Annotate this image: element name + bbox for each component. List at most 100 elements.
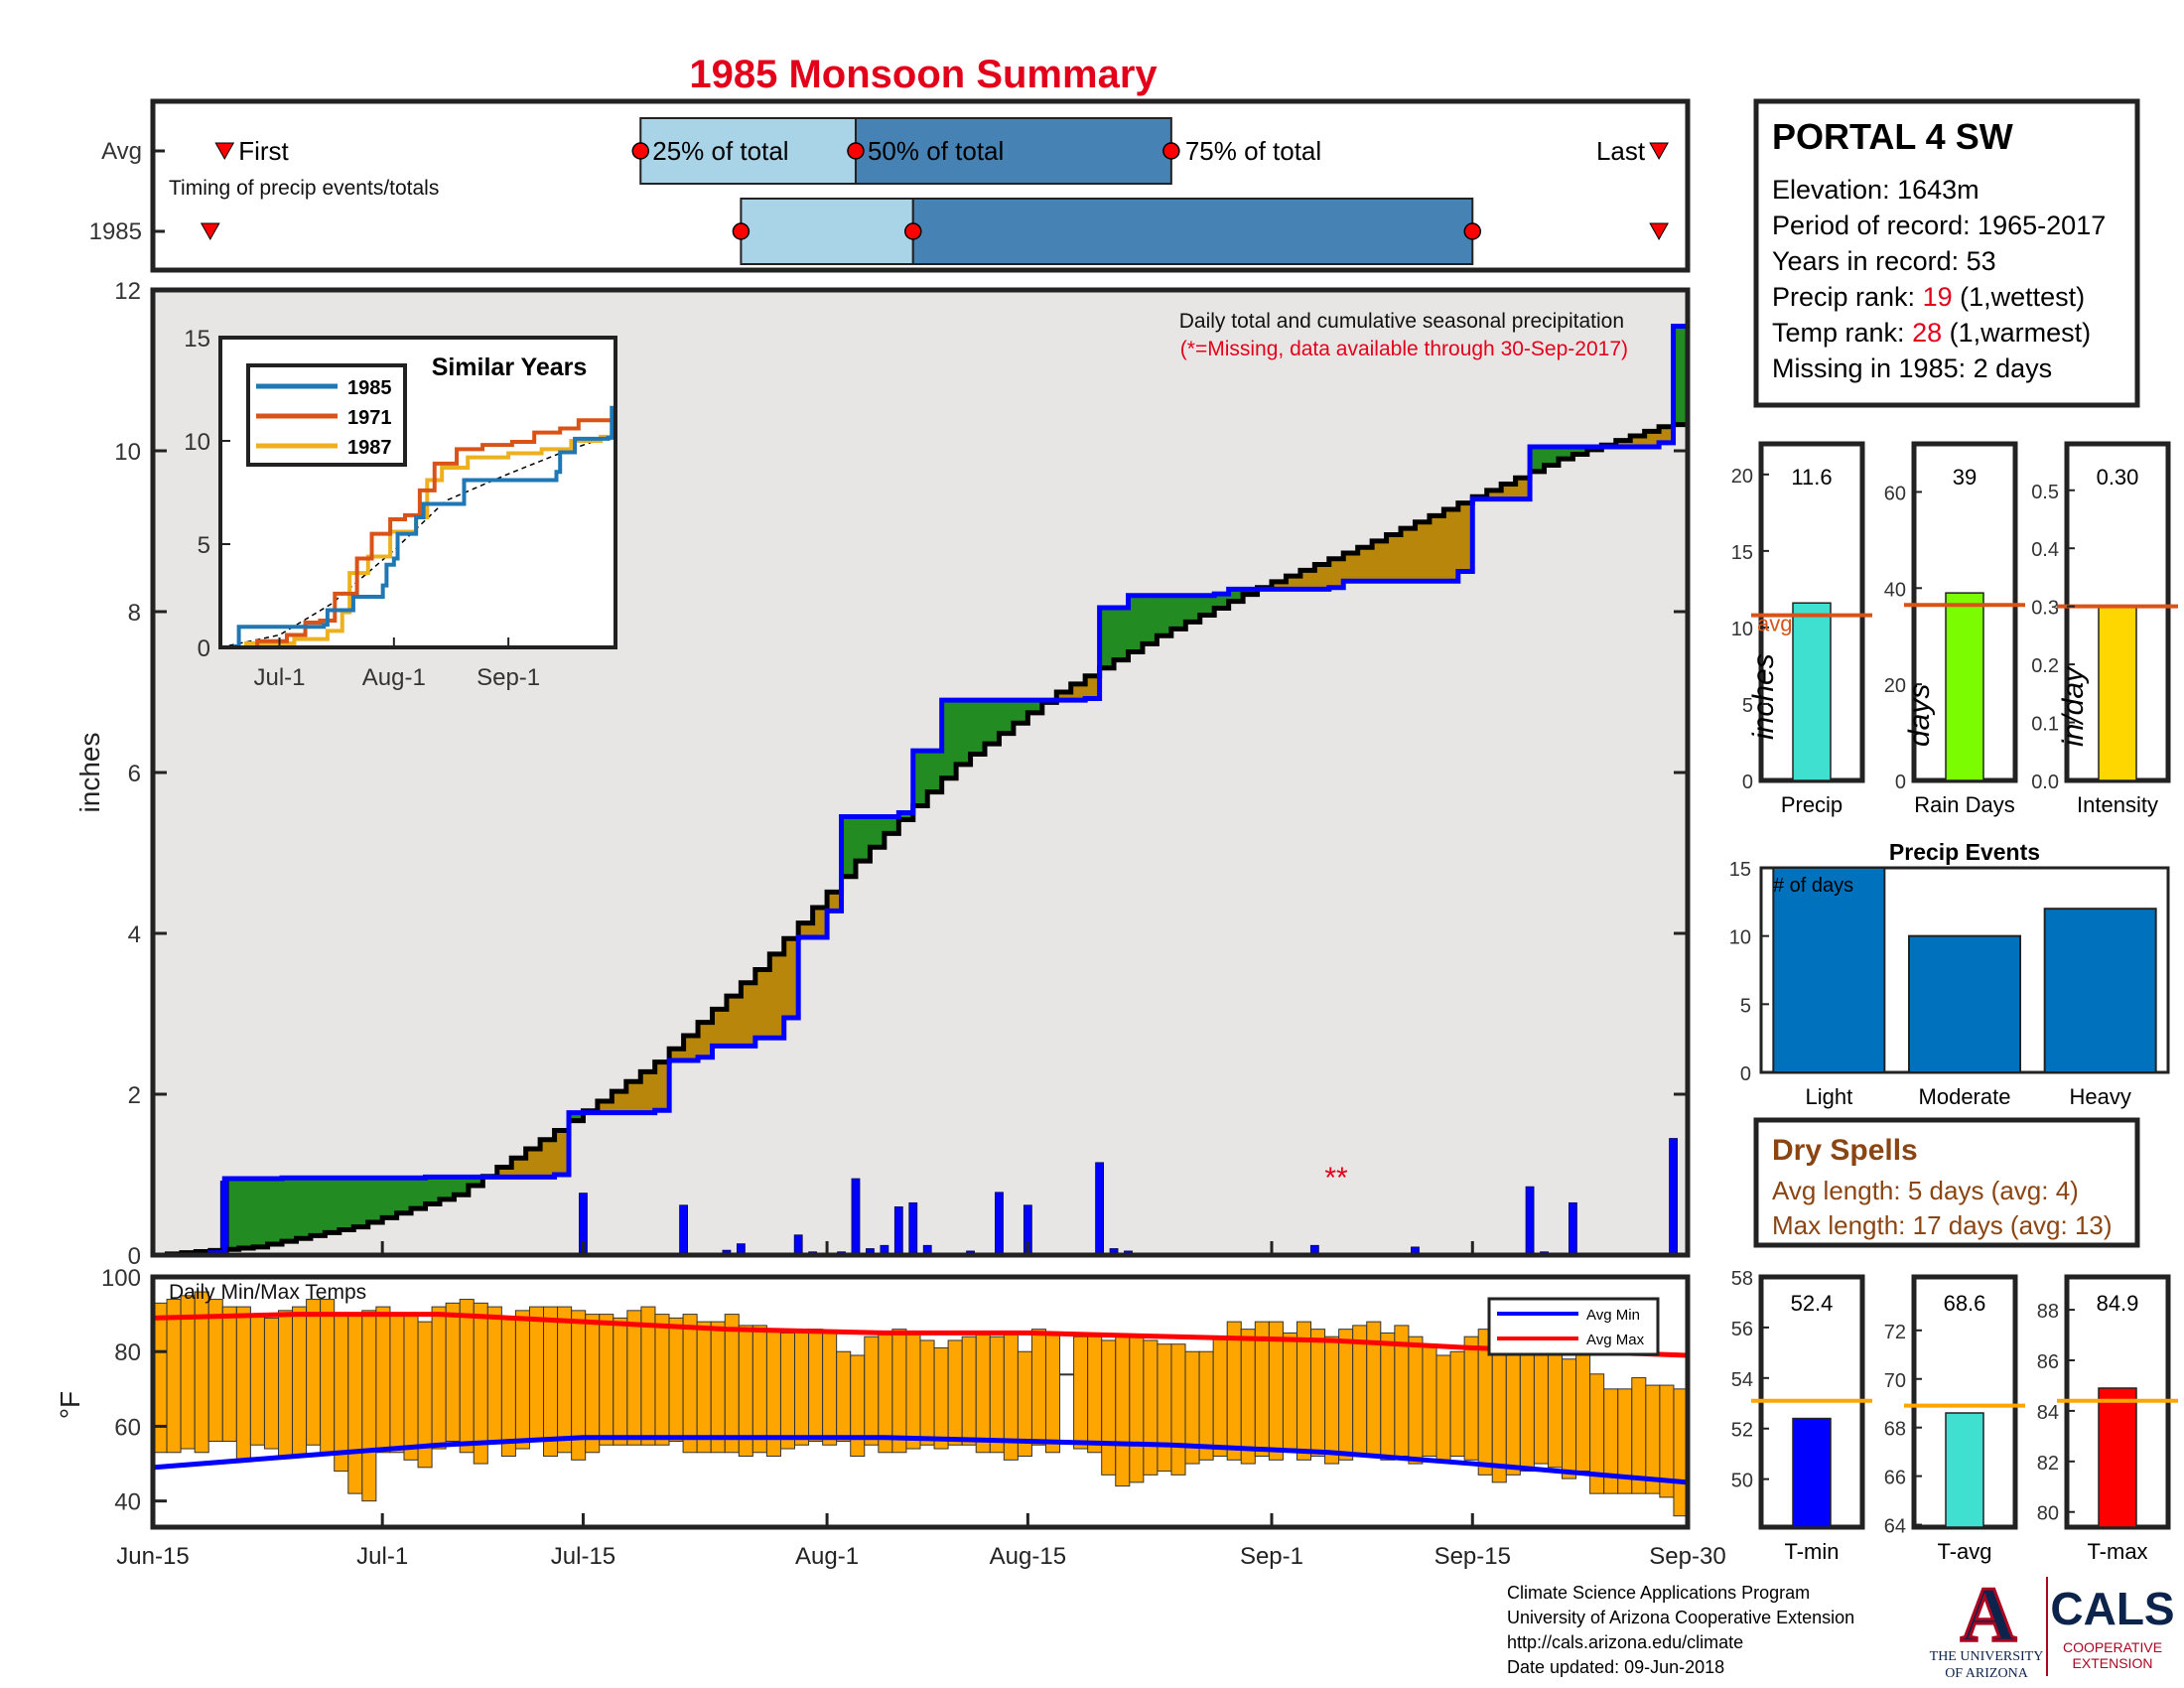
precip-difference-segment xyxy=(754,969,770,1039)
daily-temp-bar xyxy=(878,1332,893,1454)
legend-label-avg-max: Avg Max xyxy=(1586,1332,1645,1348)
precip-difference-segment xyxy=(454,1177,470,1196)
precip-events-ytick-label: 5 xyxy=(1740,995,1751,1017)
station-years: Years in record: 53 xyxy=(1772,246,1996,276)
cals-wordmark: CALS xyxy=(2050,1583,2174,1634)
timing-avg-p50-marker xyxy=(847,142,865,160)
precip-events-title: Precip Events xyxy=(1889,839,2040,865)
precip-avg-label: avg xyxy=(1757,612,1792,636)
timing-first-label: First xyxy=(238,136,289,166)
precip-ytick-label: 12 xyxy=(114,278,141,305)
rain_days-ytick-label: 0 xyxy=(1895,772,1906,793)
tavg-bar xyxy=(1945,1412,1984,1528)
tmin-ytick-label: 56 xyxy=(1731,1319,1753,1340)
temp-ytick-label: 40 xyxy=(114,1489,141,1516)
tavg-ytick-label: 64 xyxy=(1884,1516,1906,1538)
daily-temp-bar xyxy=(1143,1339,1159,1476)
dry-spells-title: Dry Spells xyxy=(1772,1134,1918,1167)
timing-avg-box-25-50 xyxy=(639,117,857,185)
timing-avg-first-triangle xyxy=(214,142,235,161)
precip-difference-segment xyxy=(1070,683,1086,701)
precip-ytick-label: 0 xyxy=(128,1243,141,1270)
precip-difference-segment xyxy=(1214,594,1230,609)
daily-temp-bar xyxy=(1338,1329,1354,1461)
precip-difference-segment xyxy=(1515,478,1531,499)
daily-temp-bar xyxy=(751,1325,767,1454)
rain_days-bar xyxy=(1945,592,1984,781)
station-missing: Missing in 1985: 2 days xyxy=(1772,353,2052,383)
daily-temp-bar xyxy=(1254,1321,1270,1458)
tavg-ytick-label: 70 xyxy=(1884,1370,1906,1392)
station-elevation: Elevation: 1643m xyxy=(1772,175,1979,205)
inset-ytick-label: 10 xyxy=(184,429,210,456)
inset-series-1971 xyxy=(220,418,615,649)
daily-precip-bar xyxy=(1095,1162,1105,1256)
daily-temp-bar xyxy=(221,1306,237,1442)
daily-precip-bar xyxy=(1569,1201,1577,1256)
daily-temp-bar xyxy=(1198,1350,1214,1461)
precip-difference-segment xyxy=(382,1178,398,1218)
temps-legend-box xyxy=(1487,1297,1660,1356)
date-xtick-label: Aug-1 xyxy=(795,1543,859,1570)
daily-temp-bar xyxy=(334,1314,349,1473)
precip-difference-segment xyxy=(439,1177,456,1199)
daily-temp-bar xyxy=(919,1339,935,1446)
precip-difference-segment xyxy=(1372,540,1388,582)
precip-bar xyxy=(1792,602,1832,781)
daily-temp-bar xyxy=(361,1310,377,1502)
precip-difference-segment xyxy=(798,922,814,938)
inset-title: Similar Years xyxy=(432,353,588,381)
daily-temp-bar xyxy=(249,1314,265,1446)
precip-events-chart: Precip Events Light Moderate Heavy 0 5 10 15 #… xyxy=(1729,839,2170,1109)
precip-difference-segment xyxy=(654,1061,670,1111)
precip-difference-segment xyxy=(970,700,986,755)
daily-temp-bar xyxy=(1226,1321,1242,1461)
timing-last-label: Last xyxy=(1596,136,1646,166)
tmax-value: 84.9 xyxy=(2097,1291,2139,1316)
intensity-ytick-label: 0.2 xyxy=(2031,655,2059,677)
cals-line-1: COOPERATIVE xyxy=(2063,1639,2162,1655)
tmin-bar xyxy=(1792,1417,1832,1528)
precip-difference-segment xyxy=(956,700,972,765)
precip-ytick-label: 10 xyxy=(1731,619,1753,640)
inset-ytick-label: 15 xyxy=(184,326,210,352)
daily-temp-bar xyxy=(1505,1336,1521,1476)
daily-temp-bar xyxy=(1562,1358,1577,1479)
daily-temp-bar xyxy=(710,1321,726,1454)
daily-temp-bar xyxy=(905,1332,921,1450)
precip-difference-segment xyxy=(1142,595,1159,644)
timing-panel: First Last 25% of total 50% of total 75% of … xyxy=(89,98,1691,273)
daily-temp-bar xyxy=(1352,1325,1368,1458)
station-period: Period of record: 1965-2017 xyxy=(1772,211,2106,240)
tmax-label: T-max xyxy=(2087,1539,2147,1564)
precip-difference-segment xyxy=(1558,446,1574,460)
tmax-ytick-label: 80 xyxy=(2037,1503,2059,1525)
precip-difference-segment xyxy=(353,1178,369,1227)
precip-difference-segment xyxy=(640,1071,656,1113)
precip-annotation: Daily total and cumulative seasonal prec… xyxy=(1179,310,1624,333)
tavg-label: T-avg xyxy=(1937,1539,1991,1564)
station-precip-rank: Precip rank: 19 (1,wettest) xyxy=(1772,282,2085,312)
daily-temp-bar xyxy=(1129,1336,1145,1483)
temp-ytick-label: 60 xyxy=(114,1414,141,1441)
date-xtick-label: Sep-1 xyxy=(1240,1543,1303,1570)
temps-data-layer xyxy=(152,1291,1689,1517)
station-temp-rank: Temp rank: 28 (1,warmest) xyxy=(1772,318,2091,348)
tmax-ytick-label: 84 xyxy=(2037,1402,2059,1424)
precip-difference-segment xyxy=(1644,431,1660,447)
daily-temp-bar xyxy=(808,1329,824,1442)
daily-temp-bar xyxy=(961,1336,977,1446)
inset-lines-layer xyxy=(219,405,617,649)
daily-temp-bar xyxy=(1115,1336,1131,1487)
precip-difference-segment xyxy=(1457,502,1473,572)
daily-temp-bar xyxy=(836,1350,852,1442)
precip-ytick-label: 20 xyxy=(1731,466,1753,488)
tmin-label: T-min xyxy=(1785,1539,1840,1564)
daily-temp-bar xyxy=(696,1321,712,1454)
precip-difference-segment xyxy=(396,1178,412,1213)
precip-difference-segment xyxy=(769,953,785,1039)
daily-temp-bar xyxy=(389,1314,405,1454)
precip-difference-segment xyxy=(496,1167,512,1178)
precip-difference-segment xyxy=(1157,595,1172,636)
daily-temp-bar xyxy=(1044,1332,1061,1454)
